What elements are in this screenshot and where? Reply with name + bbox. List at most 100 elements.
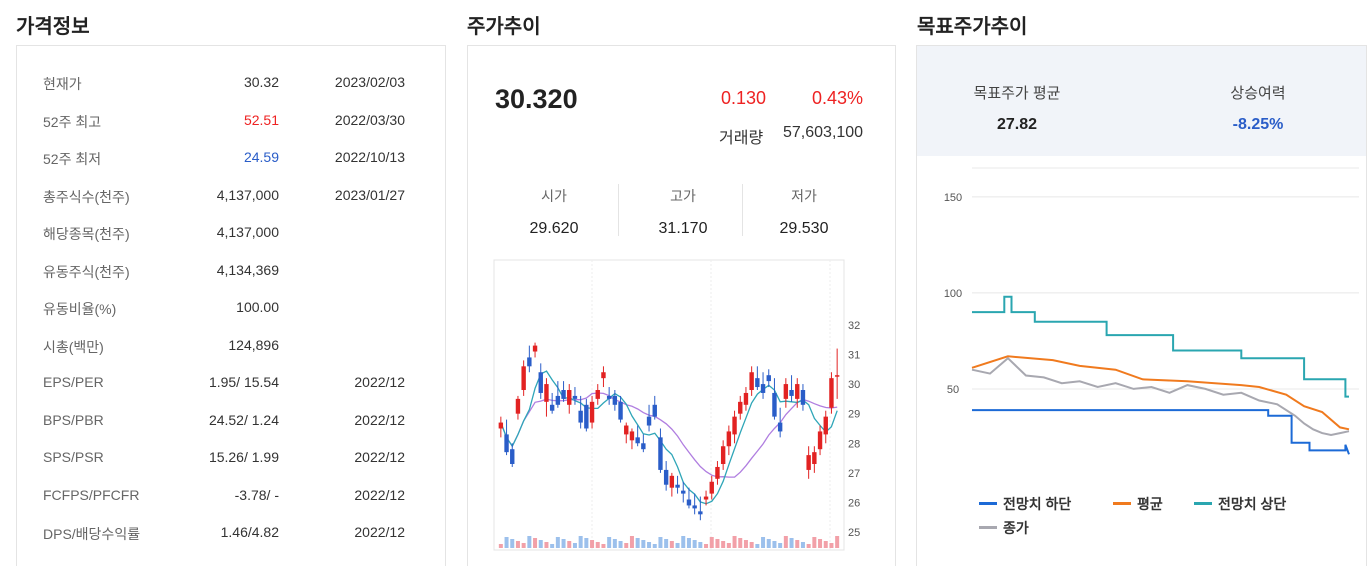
candle-body: [783, 384, 789, 399]
candle-body: [606, 395, 612, 399]
price-info-label: 현재가: [43, 76, 82, 92]
candle-body: [538, 372, 543, 393]
series-average-line: [971, 355, 1350, 431]
legend-close: 종가: [979, 518, 1029, 538]
price-info-date: 2022/03/30: [334, 111, 405, 128]
candle-body: [669, 475, 675, 488]
candle-body: [703, 496, 709, 500]
volume-bar: [795, 540, 800, 548]
price-info-date: 2022/12: [354, 411, 405, 428]
volume-bar: [584, 538, 589, 548]
price-info-row: SPS/PSR 15.26/ 1.99 2022/12: [17, 449, 445, 469]
candle-body: [646, 416, 652, 426]
upside-value: -8.25%: [1232, 116, 1284, 133]
volume-bar: [812, 537, 817, 548]
candle-body: [532, 345, 538, 352]
target-average-value: 27.82: [996, 116, 1038, 133]
legend-avg: 평균: [1113, 494, 1163, 514]
candle-body: [658, 437, 663, 470]
volume-bar: [510, 539, 515, 548]
price-info-label: BPS/PBR: [43, 411, 104, 428]
price-info-value: 4,137,000: [216, 224, 279, 240]
volume-bar: [686, 538, 691, 548]
candle-body: [589, 401, 595, 423]
candle-body: [692, 505, 697, 509]
volume-bar: [664, 539, 669, 548]
upside-label: 상승여력: [1230, 85, 1286, 102]
low-price-box: 저가 29.530: [744, 186, 864, 238]
high-value: 31.170: [658, 220, 708, 237]
volume-bar: [533, 538, 538, 548]
candlestick-chart[interactable]: 25262728293031322022/122023/012023/02: [468, 256, 897, 556]
current-price: 30.320: [495, 84, 578, 114]
price-info-value: 24.52/ 1.24: [208, 411, 279, 428]
volume-bar: [766, 539, 771, 548]
candle-body: [652, 404, 657, 417]
y-tick-label: 26: [848, 497, 860, 509]
target-price-panel: 목표주가 평균 27.82 상승여력 -8.25% 0501001502021/…: [916, 45, 1367, 566]
volume-bar: [749, 542, 754, 548]
volume-bar: [709, 537, 714, 548]
legend-high: 전망치 상단: [1194, 494, 1286, 514]
price-info-label: 해당종목(천주): [43, 226, 130, 242]
candle-body: [823, 416, 828, 435]
volume-bar: [783, 536, 788, 548]
divider: [742, 184, 743, 236]
candle-body: [732, 416, 737, 435]
volume-bar: [761, 537, 766, 548]
price-info-label: EPS/PER: [43, 374, 104, 390]
price-info-row: DPS/배당수익률 1.46/4.82 2022/12: [17, 524, 445, 544]
legend-high-swatch: [1194, 501, 1212, 505]
volume-bar: [772, 541, 777, 548]
price-change: 0.130: [721, 88, 767, 108]
y-tick-label: 29: [848, 409, 860, 421]
volume-bar: [715, 539, 720, 548]
open-price-box: 시가 29.620: [494, 186, 614, 238]
candle-body: [726, 431, 732, 447]
volume-bar: [527, 536, 532, 548]
price-info-row: 52주 최저 24.59 2022/10/13: [17, 149, 445, 169]
volume-bar: [629, 536, 634, 548]
volume-bar: [561, 539, 566, 548]
candle-body: [715, 466, 720, 479]
price-info-value: 4,134,369: [216, 261, 279, 278]
candle-body: [817, 431, 823, 450]
candle-body: [498, 422, 504, 429]
candle-body: [555, 395, 561, 405]
candle-body: [766, 375, 771, 382]
candle-body: [584, 404, 589, 429]
legend-low: 전망치 하단: [979, 494, 1071, 514]
price-info-row: 유동비율(%) 100.00: [17, 299, 445, 319]
candle-body: [504, 434, 509, 453]
price-info-label: 유동주식(천주): [43, 263, 130, 280]
volume-bar: [595, 542, 600, 548]
target-price-chart[interactable]: 0501001502021/072022/012022/072023/01: [917, 158, 1367, 478]
volume-bar: [675, 543, 680, 548]
volume-bar: [567, 541, 572, 548]
stock-trend-title: 주가추이: [467, 16, 541, 38]
candle-body: [544, 384, 549, 402]
price-info-row: FCFPS/PFCFR -3.78/ - 2022/12: [17, 487, 445, 507]
volume-bar: [641, 540, 646, 548]
volume-bar: [738, 538, 743, 548]
series-close-line: [971, 356, 1350, 437]
high-label: 고가: [670, 188, 696, 204]
volume-bar: [544, 542, 549, 548]
candle-body: [698, 511, 703, 515]
candle-body: [561, 390, 566, 399]
volume-bar: [498, 544, 503, 548]
candle-body: [777, 422, 783, 432]
volume-bar: [521, 543, 526, 548]
candle-body: [510, 449, 515, 464]
target-price-trend-title: 목표주가추이: [917, 16, 1028, 38]
price-info-value: 52.51: [243, 111, 279, 128]
price-info-row: BPS/PBR 24.52/ 1.24 2022/12: [17, 412, 445, 432]
open-value: 29.620: [529, 220, 579, 237]
price-info-value: 15.26/ 1.99: [208, 449, 279, 465]
price-info-value: 30.32: [243, 74, 279, 90]
price-info-date: 2022/12: [354, 486, 405, 503]
candle-body: [686, 499, 692, 506]
price-info-row: 해당종목(천주) 4,137,000: [17, 224, 445, 244]
candle-body: [681, 490, 686, 494]
volume-bar: [635, 538, 640, 548]
